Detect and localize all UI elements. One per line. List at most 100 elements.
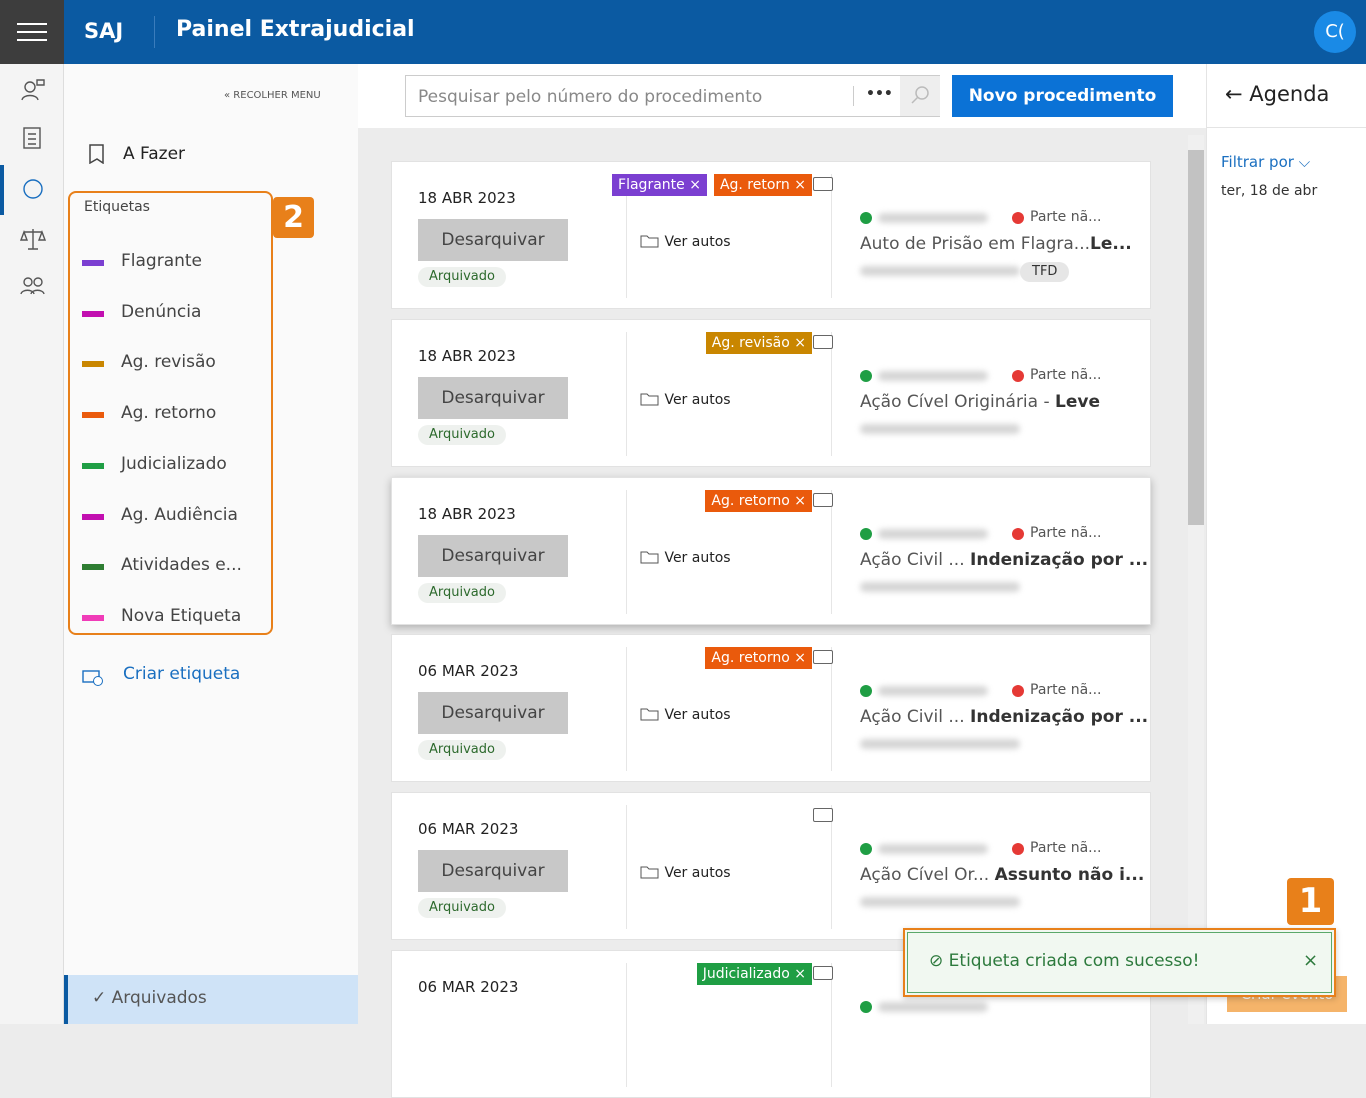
add-tag-icon[interactable] [813, 177, 833, 191]
todo-icon [89, 144, 104, 164]
divider [626, 805, 627, 930]
tag-remove[interactable]: × [789, 650, 806, 667]
tag-remove[interactable]: × [789, 966, 806, 982]
label-name[interactable]: Ag. Audiência [121, 504, 238, 525]
todo-link[interactable]: A Fazer [123, 144, 186, 164]
status-dot [860, 369, 872, 382]
party-text: Parte nã... [1030, 524, 1102, 541]
status-dot [860, 843, 872, 856]
hamburger-icon [17, 23, 47, 41]
label-name[interactable]: Atividades e... [121, 555, 242, 576]
header: SAJ Painel Extrajudicial C( [0, 0, 1366, 64]
toolbar: Pesquisar pelo número do procedimento ••… [358, 64, 1206, 128]
label-name[interactable]: Nova Etiqueta [121, 605, 242, 626]
subject-topic: Le... [1090, 234, 1132, 254]
card-date: 18 ABR 2023 [418, 189, 516, 207]
app-name[interactable]: SAJ [84, 19, 124, 43]
unarchive-button[interactable]: Desarquivar [418, 376, 568, 419]
tag-remove[interactable]: × [789, 177, 806, 193]
view-case-link[interactable]: Ver autos [640, 865, 731, 881]
label-name[interactable]: Denúncia [121, 301, 202, 322]
divider [831, 331, 832, 456]
view-case-link[interactable]: Ver autos [640, 234, 731, 250]
toast-close[interactable]: × [1303, 950, 1319, 971]
collapse-text: RECOLHER MENU [233, 90, 321, 101]
tag: Ag. retorno × [705, 489, 812, 512]
tag-remove[interactable]: × [789, 334, 806, 351]
archived-text: Arquivados [111, 988, 207, 1008]
agenda-date: ter, 18 de abr [1221, 183, 1318, 199]
subject-topic: Leve [1055, 391, 1100, 412]
view-case-text: Ver autos [664, 234, 731, 250]
page-title: Painel Extrajudicial [176, 17, 415, 42]
add-tag-icon[interactable] [813, 492, 833, 507]
subject-class: Auto de Prisão em Flagra... [860, 234, 1091, 254]
label-swatch [82, 412, 104, 419]
unarchive-button[interactable]: Desarquivar [418, 219, 568, 261]
callout-badge: 1 [1287, 878, 1334, 925]
unarchive-button[interactable]: Desarquivar [418, 850, 568, 893]
search-icon [911, 86, 929, 104]
unarchive-button[interactable]: Desarquivar [418, 534, 568, 577]
view-case-link[interactable]: Ver autos [640, 707, 731, 723]
label-name[interactable]: Judicializado [121, 453, 227, 474]
label-swatch [82, 462, 104, 469]
divider [626, 963, 627, 1087]
party-dot [1012, 843, 1024, 856]
new-procedure-button[interactable]: Novo procedimento [952, 75, 1173, 117]
more-button[interactable]: ••• [866, 86, 893, 102]
archived-tab[interactable]: ✓ Arquivados [64, 975, 358, 1024]
tag-row: Judicializado × [696, 963, 812, 985]
add-tag-icon[interactable] [813, 966, 833, 980]
tag-row: Ag. revisão × [705, 331, 812, 354]
blurred-number [860, 739, 1020, 750]
party-dot [1012, 685, 1024, 698]
subject-topic: Indenização por ... [970, 707, 1149, 728]
blurred-name [878, 370, 988, 381]
divider [154, 16, 155, 48]
card-date: 18 ABR 2023 [418, 346, 516, 365]
status-pill: Arquivado [418, 740, 506, 761]
create-label-icon [82, 670, 103, 686]
search-box[interactable]: Pesquisar pelo número do procedimento ••… [405, 75, 940, 117]
tag-remove[interactable]: × [684, 177, 701, 193]
label-name[interactable]: Ag. retorno [121, 403, 217, 424]
menu-button[interactable] [0, 0, 64, 64]
tag-name: Judicializado [702, 966, 790, 982]
add-tag-icon[interactable] [813, 808, 833, 823]
filter-button[interactable]: Filtrar por ⌵ [1221, 153, 1311, 171]
label-name[interactable]: Ag. revisão [121, 352, 216, 373]
card-date: 06 MAR 2023 [418, 820, 519, 839]
search-button[interactable] [900, 76, 940, 116]
procedure-card: 06 MAR 2023 Desarquivar Arquivado Ag. retor… [391, 634, 1151, 783]
procedure-card: 06 MAR 2023 Desarquivar Arquivado Ver auto… [391, 792, 1151, 941]
folder-icon [640, 551, 659, 564]
toast: ⊘ Etiqueta criada com sucesso! × [903, 928, 1336, 997]
subject: Ação Civil ... Indenização por ... [860, 550, 1148, 570]
sidebar: « RECOLHER MENU A Fazer Etiquetas Flagra… [64, 64, 358, 1024]
avatar[interactable]: C( [1314, 11, 1356, 53]
add-tag-icon[interactable] [813, 334, 833, 349]
view-case-link[interactable]: Ver autos [640, 392, 731, 408]
scroll-thumb[interactable] [1188, 150, 1204, 525]
tag-row: Ag. retorno × [705, 647, 812, 670]
tag-remove[interactable]: × [789, 492, 806, 509]
archived-label: ✓ Arquivados [92, 988, 207, 1008]
blurred-name [878, 528, 988, 539]
add-tag-icon[interactable] [813, 650, 833, 665]
subject: Ação Civil ... Indenização por ... [860, 707, 1148, 727]
procedure-card: 18 ABR 2023 Desarquivar Arquivado Ag. retor… [391, 476, 1151, 625]
view-case-text: Ver autos [664, 865, 731, 882]
label-swatch [82, 260, 104, 266]
label-name[interactable]: Flagrante [121, 251, 203, 271]
status-pill: Arquivado [418, 898, 506, 919]
tag-row: Ag. retorno × [705, 489, 812, 512]
icon-rail [0, 64, 64, 1024]
collapse-menu[interactable]: « RECOLHER MENU [224, 90, 321, 101]
unarchive-button[interactable]: Desarquivar [418, 692, 568, 735]
create-label[interactable]: Criar etiqueta [123, 664, 241, 684]
blurred-number [860, 581, 1020, 592]
view-case-link[interactable]: Ver autos [640, 550, 731, 566]
label-swatch [82, 564, 104, 571]
